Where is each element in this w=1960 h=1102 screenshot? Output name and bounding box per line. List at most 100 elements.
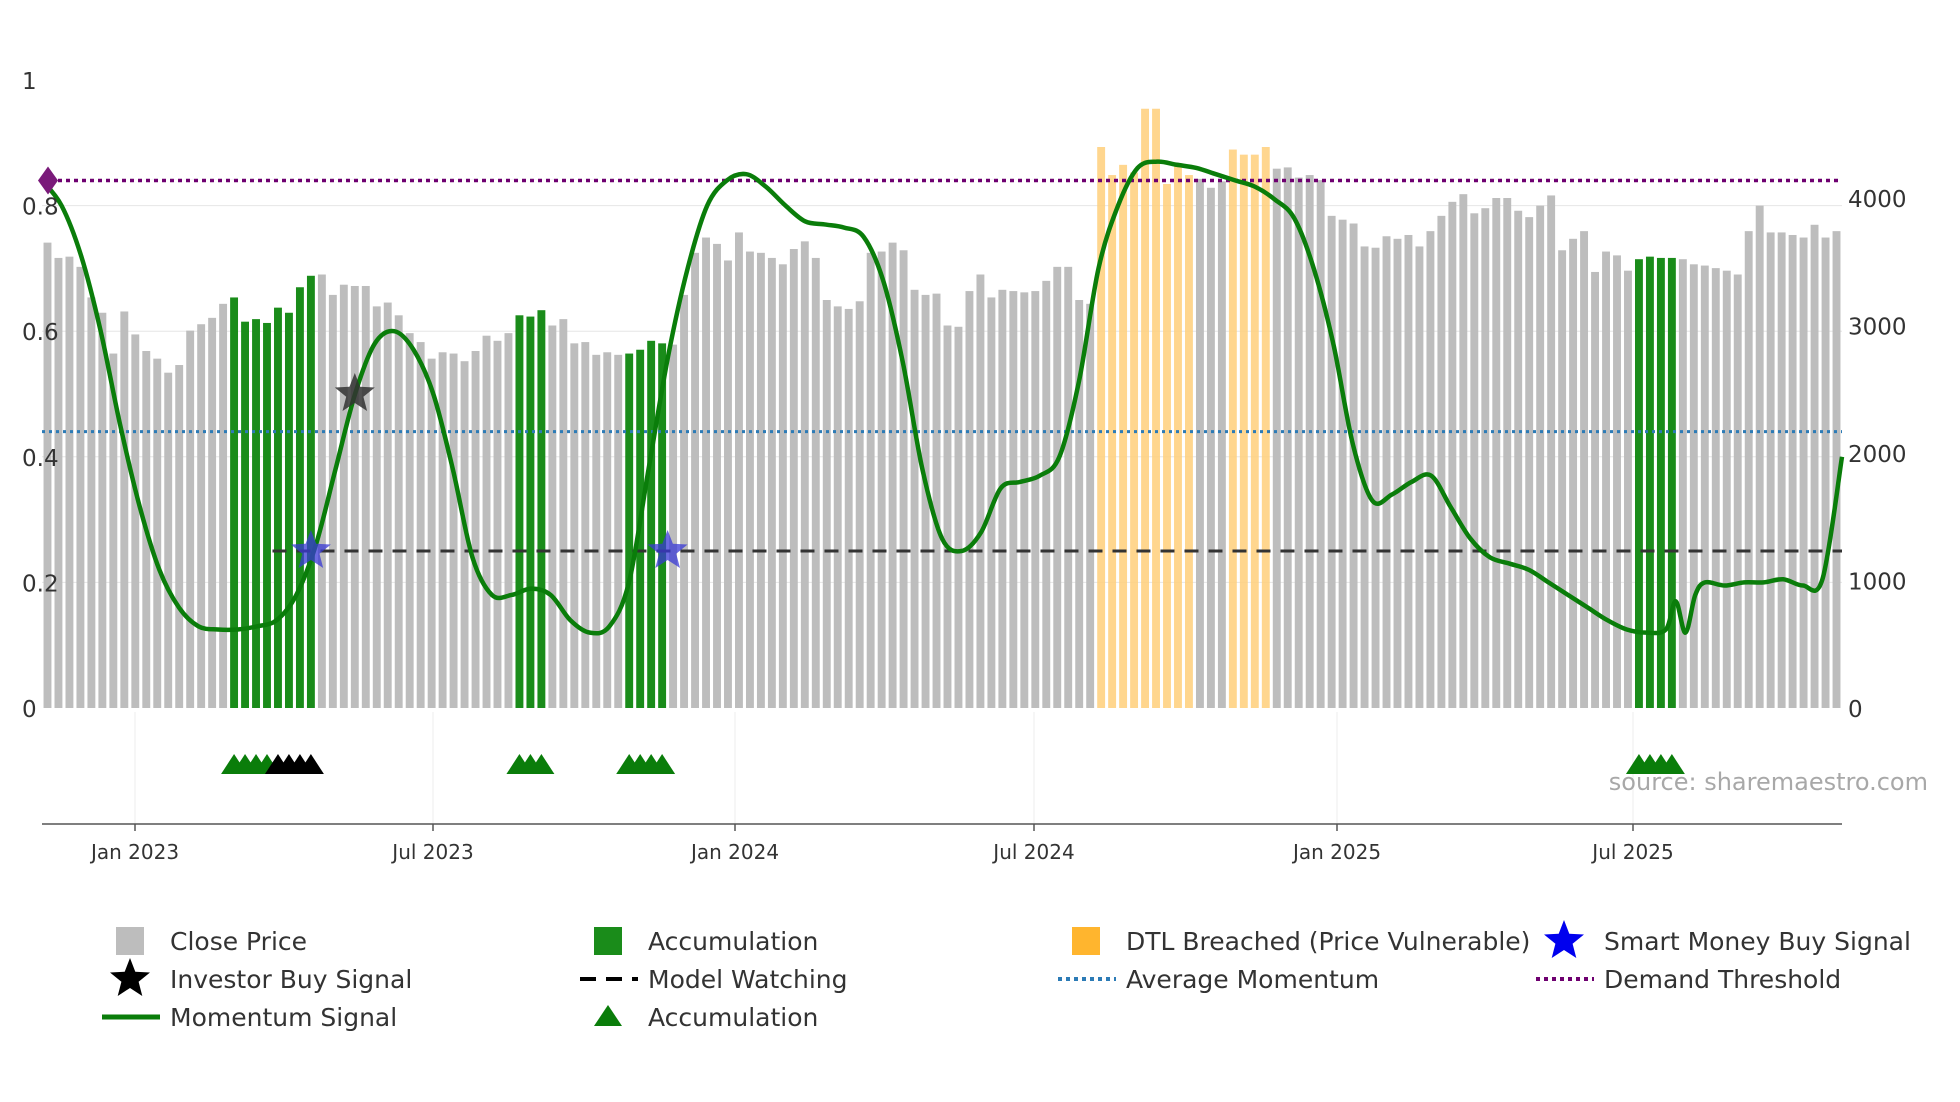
close-price-bar xyxy=(1404,234,1413,708)
close-price-bar xyxy=(1272,168,1281,709)
close-price-bar xyxy=(1832,231,1841,708)
close-price-bar xyxy=(1206,187,1215,709)
dtl-breached-bar xyxy=(1152,108,1160,708)
legend-label: Average Momentum xyxy=(1126,965,1379,994)
close-price-bar xyxy=(548,325,557,708)
close-price-bar xyxy=(208,317,217,708)
accumulation-bar xyxy=(537,310,546,708)
close-price-bar xyxy=(789,249,798,708)
close-price-bar xyxy=(405,333,414,708)
close-price-bar xyxy=(1569,238,1578,709)
close-price-bar xyxy=(219,303,228,708)
close-price-bar xyxy=(976,274,985,708)
close-price-bar xyxy=(965,291,974,708)
close-price-bar xyxy=(1053,266,1062,708)
close-price-bar xyxy=(1294,177,1303,709)
close-price-bar xyxy=(669,344,678,708)
close-price-bar xyxy=(76,266,85,708)
close-price-bar xyxy=(1744,231,1753,708)
legend-item: Demand Threshold xyxy=(1536,965,1841,994)
close-price-bar xyxy=(482,335,491,708)
close-price-bar xyxy=(54,257,63,708)
legend-label: Investor Buy Signal xyxy=(170,965,412,994)
close-price-bar xyxy=(1195,178,1204,708)
close-price-bar xyxy=(120,311,129,708)
close-price-bar xyxy=(1316,180,1325,708)
x-axis-tick-label: Jan 2024 xyxy=(689,840,779,864)
legend-label: DTL Breached (Price Vulnerable) xyxy=(1126,927,1530,956)
legend-label: Model Watching xyxy=(648,965,848,994)
close-price-bar xyxy=(394,315,403,708)
accumulation-bar xyxy=(526,316,535,708)
legend-item: Model Watching xyxy=(580,965,848,994)
close-price-bar xyxy=(1086,303,1095,708)
right-axis-tick-label: 2000 xyxy=(1848,442,1907,468)
close-price-bar xyxy=(1799,237,1808,708)
close-price-bar xyxy=(317,274,326,708)
close-price-bar xyxy=(811,257,820,708)
legend-star-swatch xyxy=(110,958,150,996)
legend-label: Accumulation xyxy=(648,927,818,956)
left-axis-tick-label: 1 xyxy=(22,69,37,95)
legend-item: Investor Buy Signal xyxy=(110,958,412,996)
dtl-breached-bar xyxy=(1228,149,1237,709)
close-price-bar xyxy=(1020,292,1029,708)
close-price-bar xyxy=(1536,205,1545,708)
accumulation-bar xyxy=(1656,257,1665,708)
x-axis-tick-label: Jan 2025 xyxy=(1291,840,1381,864)
close-price-bar xyxy=(153,358,162,708)
legend-item: Close Price xyxy=(116,927,307,956)
legend-square-swatch xyxy=(1072,927,1100,955)
accumulation-bar xyxy=(241,321,249,708)
close-price-bar xyxy=(735,232,743,709)
close-price-bar xyxy=(603,352,612,708)
source-label: source: sharemaestro.com xyxy=(1609,768,1928,796)
close-price-bar xyxy=(1591,271,1599,708)
left-axis-tick-label: 0.2 xyxy=(22,571,59,597)
dtl-breached-bar xyxy=(1174,166,1182,708)
close-price-bar xyxy=(713,243,721,708)
close-price-bar xyxy=(328,294,337,708)
close-price-bar xyxy=(438,352,447,708)
dtl-breached-bar xyxy=(1119,164,1128,709)
close-price-bar xyxy=(1393,238,1402,709)
close-price-bar xyxy=(954,326,963,708)
close-price-bar xyxy=(724,260,732,708)
dtl-breached-bar xyxy=(1097,147,1106,708)
close-price-bar xyxy=(1009,291,1018,708)
close-price-bar xyxy=(1371,247,1380,708)
close-price-bar xyxy=(767,257,776,708)
close-price-bar xyxy=(1327,215,1336,708)
close-price-bar xyxy=(493,340,502,708)
accumulation-bar xyxy=(658,343,667,708)
accumulation-bar xyxy=(515,315,524,708)
left-axis-tick-label: 0 xyxy=(22,697,37,723)
close-price-bar xyxy=(680,294,689,708)
close-price-bar xyxy=(1755,205,1764,708)
right-axis-tick-label: 0 xyxy=(1848,697,1863,723)
close-price-bar xyxy=(833,306,842,708)
indicator-lines xyxy=(40,159,1845,636)
investor-buy-star xyxy=(334,373,375,411)
close-price-bar xyxy=(504,333,513,708)
close-price-bar xyxy=(888,242,897,708)
left-axis-tick-label: 0.4 xyxy=(22,446,59,472)
close-price-bar xyxy=(822,300,831,708)
close-price-bar xyxy=(98,312,107,708)
close-price-bar xyxy=(1602,251,1610,709)
right-axis-tick-label: 3000 xyxy=(1848,315,1907,341)
legend-label: Smart Money Buy Signal xyxy=(1604,927,1911,956)
close-price-bar xyxy=(1031,291,1040,708)
close-price-bar xyxy=(1678,259,1687,708)
accumulation-bar xyxy=(285,312,293,708)
close-price-bar xyxy=(1558,250,1567,708)
left-axis-tick-label: 0.8 xyxy=(22,195,59,221)
close-price-bar xyxy=(800,241,809,708)
legend-label: Momentum Signal xyxy=(170,1003,397,1032)
close-price-bar xyxy=(899,250,908,708)
x-axis-tick-label: Jan 2023 xyxy=(89,840,179,864)
x-axis-tick-label: Jul 2025 xyxy=(1590,840,1673,864)
accumulation-bar xyxy=(295,287,304,708)
close-price-bar xyxy=(778,264,787,708)
